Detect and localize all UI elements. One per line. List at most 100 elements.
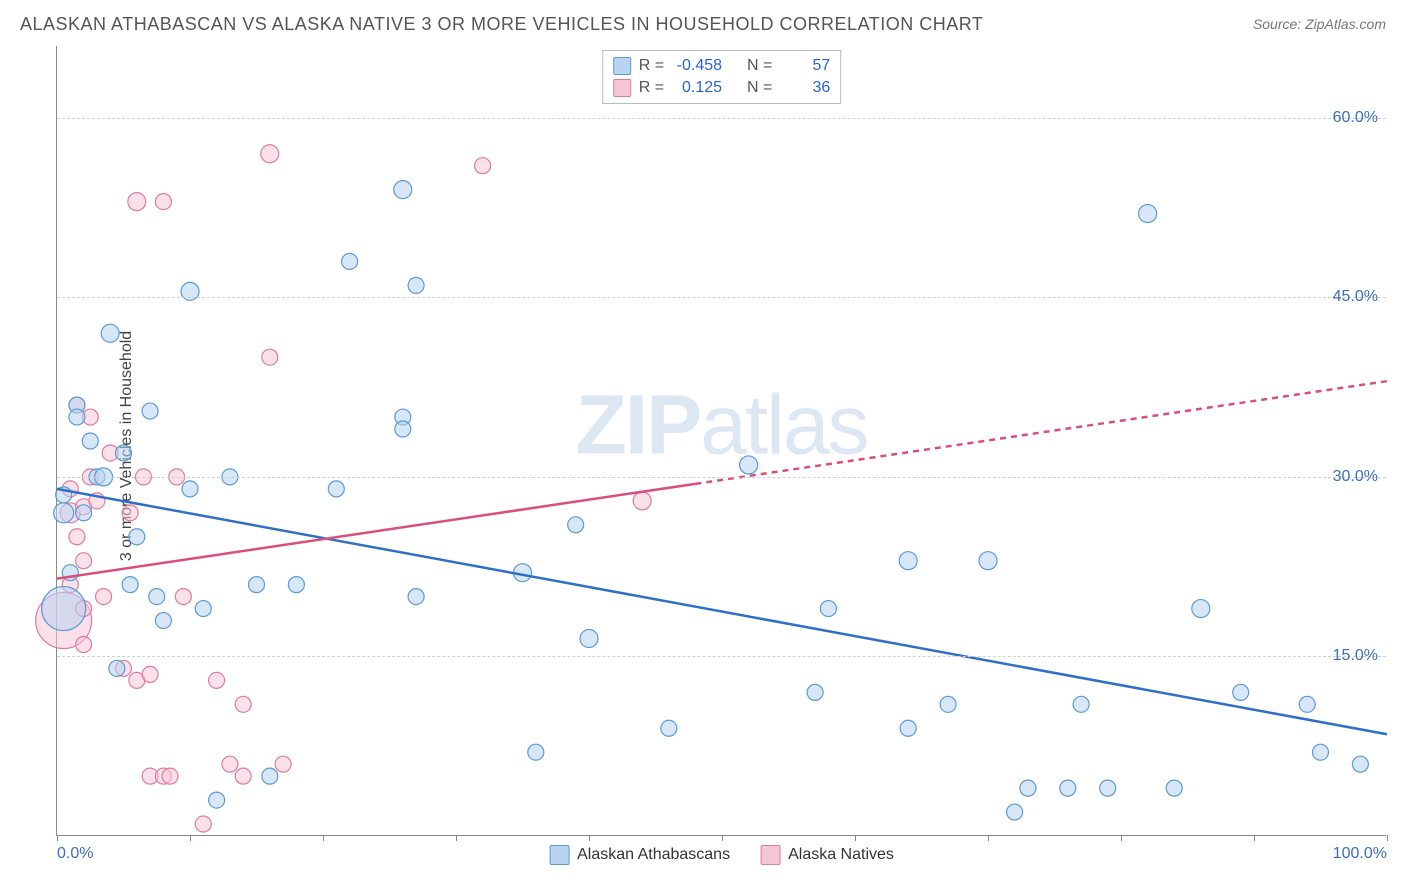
swatch-series2 [613, 79, 631, 97]
xtick [1121, 835, 1122, 841]
gridline [57, 477, 1386, 478]
xtick [57, 835, 58, 841]
data-point [580, 630, 598, 648]
data-point [1139, 205, 1157, 223]
legend-label-series1: Alaskan Athabascans [577, 846, 730, 864]
data-point [661, 720, 677, 736]
data-point [76, 553, 92, 569]
trendline [57, 489, 1387, 734]
data-point [129, 529, 145, 545]
data-point [475, 158, 491, 174]
data-point [408, 277, 424, 293]
xtick [589, 835, 590, 841]
data-point [408, 589, 424, 605]
data-point [1007, 804, 1023, 820]
ytick-label: 60.0% [1333, 109, 1378, 127]
data-point [142, 403, 158, 419]
data-point [1192, 600, 1210, 618]
data-point [1352, 756, 1368, 772]
data-point [142, 666, 158, 682]
data-point [122, 505, 138, 521]
xtick-label: 100.0% [1333, 845, 1387, 863]
stat-row-series1: R = -0.458 N = 57 [613, 55, 831, 77]
data-point [54, 503, 74, 523]
chart-header: ALASKAN ATHABASCAN VS ALASKA NATIVE 3 OR… [0, 0, 1406, 46]
xtick [988, 835, 989, 841]
data-point [940, 696, 956, 712]
legend-label-series2: Alaska Natives [788, 846, 894, 864]
chart-title: ALASKAN ATHABASCAN VS ALASKA NATIVE 3 OR… [20, 14, 983, 35]
data-point [209, 792, 225, 808]
ytick-label: 30.0% [1333, 468, 1378, 486]
xtick [323, 835, 324, 841]
data-point [101, 324, 119, 342]
bottom-legend: Alaskan Athabascans Alaska Natives [549, 845, 894, 865]
data-point [82, 433, 98, 449]
data-point [342, 253, 358, 269]
data-point [633, 492, 651, 510]
ytick-label: 15.0% [1333, 647, 1378, 665]
data-point [820, 601, 836, 617]
data-point [76, 505, 92, 521]
data-point [261, 145, 279, 163]
data-point [528, 744, 544, 760]
data-point [109, 660, 125, 676]
chart-plot-area: ZIPatlas R = -0.458 N = 57 R = 0.125 N =… [56, 46, 1386, 836]
data-point [395, 421, 411, 437]
legend-item-series2: Alaska Natives [760, 845, 894, 865]
data-point [69, 409, 85, 425]
xtick [1254, 835, 1255, 841]
scatter-plot-svg [57, 46, 1386, 835]
data-point [128, 193, 146, 211]
data-point [1100, 780, 1116, 796]
data-point [195, 601, 211, 617]
data-point [42, 587, 86, 631]
data-point [740, 456, 758, 474]
xtick [456, 835, 457, 841]
data-point [1299, 696, 1315, 712]
data-point [262, 768, 278, 784]
xtick [1387, 835, 1388, 841]
gridline [57, 656, 1386, 657]
data-point [1060, 780, 1076, 796]
data-point [394, 181, 412, 199]
data-point [262, 349, 278, 365]
xtick [190, 835, 191, 841]
data-point [807, 684, 823, 700]
stat-row-series2: R = 0.125 N = 36 [613, 77, 831, 99]
trendline [695, 381, 1387, 484]
data-point [96, 589, 112, 605]
data-point [235, 696, 251, 712]
data-point [122, 577, 138, 593]
trendline [57, 484, 695, 579]
data-point [1073, 696, 1089, 712]
data-point [288, 577, 304, 593]
correlation-stats-box: R = -0.458 N = 57 R = 0.125 N = 36 [602, 50, 842, 104]
swatch-series2 [760, 845, 780, 865]
data-point [155, 194, 171, 210]
chart-source: Source: ZipAtlas.com [1253, 16, 1386, 32]
data-point [328, 481, 344, 497]
data-point [209, 672, 225, 688]
data-point [175, 589, 191, 605]
xtick-label: 0.0% [57, 845, 93, 863]
swatch-series1 [613, 57, 631, 75]
data-point [162, 768, 178, 784]
gridline [57, 118, 1386, 119]
data-point [149, 589, 165, 605]
ytick-label: 45.0% [1333, 288, 1378, 306]
xtick [855, 835, 856, 841]
data-point [222, 756, 238, 772]
data-point [116, 445, 132, 461]
data-point [568, 517, 584, 533]
data-point [195, 816, 211, 832]
data-point [1166, 780, 1182, 796]
swatch-series1 [549, 845, 569, 865]
data-point [69, 529, 85, 545]
data-point [1313, 744, 1329, 760]
data-point [235, 768, 251, 784]
data-point [76, 636, 92, 652]
data-point [275, 756, 291, 772]
data-point [155, 613, 171, 629]
legend-item-series1: Alaskan Athabascans [549, 845, 730, 865]
